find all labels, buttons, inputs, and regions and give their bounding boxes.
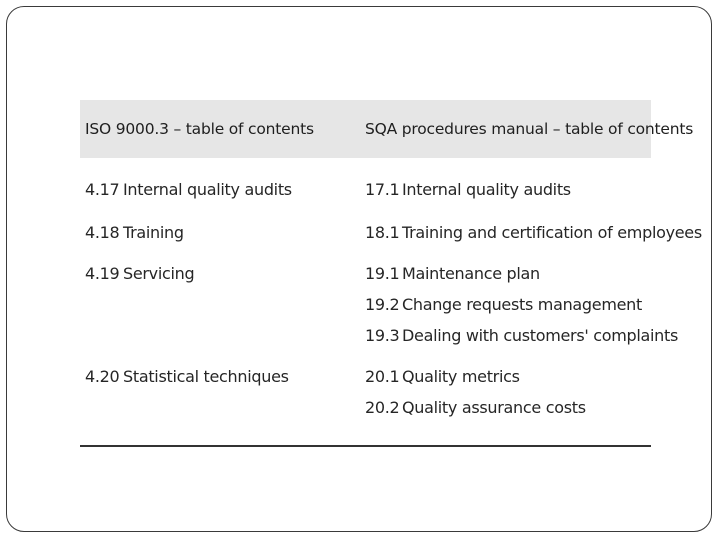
sqa-row: 20.2 Quality assurance costs [365,398,586,417]
sqa-row-number: 19.1 [365,264,400,283]
sqa-row-title: Dealing with customers' complaints [402,326,679,345]
sqa-row-number: 18.1 [365,223,400,242]
sqa-row-title: Maintenance plan [402,264,540,283]
iso-row-title: Training [123,223,184,242]
toc-comparison-table: ISO 9000.3 – table of contents SQA proce… [80,100,702,447]
iso-row: 4.18 Training [85,223,184,242]
sqa-row-number: 19.3 [365,326,400,345]
sqa-row: 20.1 Quality metrics [365,367,520,386]
iso-row-number: 4.19 [85,264,120,283]
iso-column-header: ISO 9000.3 – table of contents [85,120,314,138]
sqa-row: 19.3 Dealing with customers' complaints [365,326,678,345]
iso-row-number: 4.20 [85,367,120,386]
sqa-row-title: Internal quality audits [402,180,571,199]
sqa-column-header: SQA procedures manual – table of content… [365,120,694,138]
iso-row-title: Servicing [123,264,195,283]
sqa-row-number: 17.1 [365,180,400,199]
sqa-row-number: 20.1 [365,367,400,386]
sqa-row: 18.1 Training and certification of employ… [365,223,702,242]
table-header: ISO 9000.3 – table of contents SQA proce… [80,100,693,158]
sqa-row-title: Quality metrics [402,367,520,386]
sqa-row-number: 19.2 [365,295,400,314]
sqa-row: 17.1 Internal quality audits [365,180,571,199]
iso-row-number: 4.17 [85,180,120,199]
iso-row: 4.20 Statistical techniques [85,367,289,386]
sqa-row-number: 20.2 [365,398,400,417]
iso-row-number: 4.18 [85,223,120,242]
sqa-row-title: Quality assurance costs [402,398,586,417]
sqa-row: 19.1 Maintenance plan [365,264,540,283]
sqa-row-title: Change requests management [402,295,642,314]
sqa-row: 19.2 Change requests management [365,295,642,314]
iso-row: 4.17 Internal quality audits [85,180,292,199]
slide-frame [6,6,712,532]
iso-row-title: Internal quality audits [123,180,292,199]
iso-row: 4.19 Servicing [85,264,195,283]
iso-row-title: Statistical techniques [123,367,289,386]
sqa-row-title: Training and certification of employees [402,223,702,242]
